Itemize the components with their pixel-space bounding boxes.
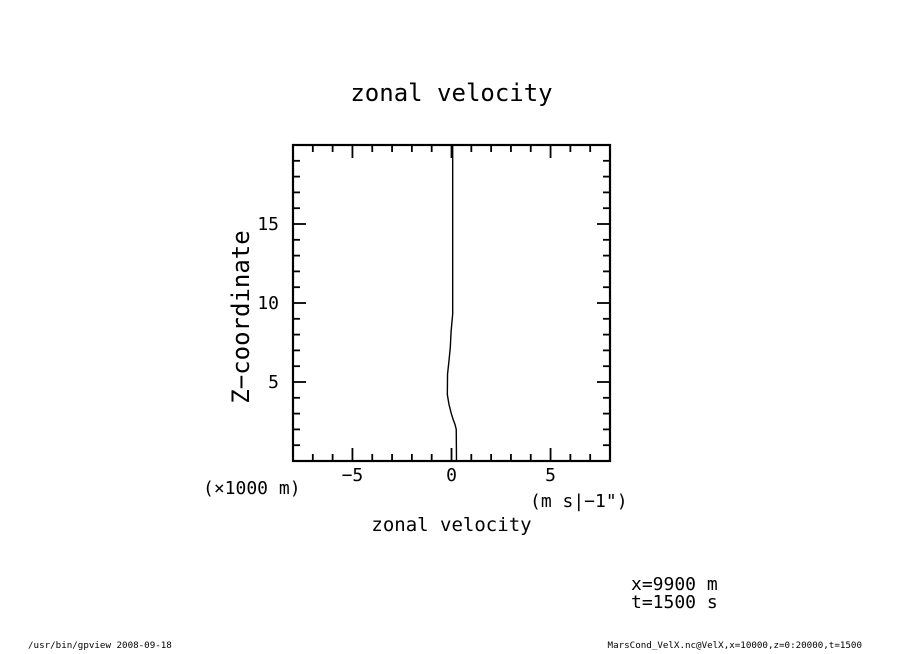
x-tick-label: −5 — [342, 465, 364, 486]
x-tick-label: 5 — [545, 465, 556, 486]
annotation-x-position: x=9900 m — [631, 574, 718, 595]
x-tick-label: 0 — [446, 465, 457, 486]
chart-title: zonal velocity — [350, 79, 553, 107]
y-tick-label: 5 — [268, 372, 279, 393]
y-tick-label: 10 — [257, 293, 279, 314]
x-axis-title: zonal velocity — [371, 514, 532, 536]
plot-frame — [291, 143, 612, 463]
footer-program-date: /usr/bin/gpview 2008-09-18 — [28, 640, 172, 651]
slice-annotations: x=9900 m t=1500 s — [631, 576, 718, 611]
annotation-time: t=1500 s — [631, 591, 718, 613]
data-series-line — [446, 145, 458, 461]
y-tick-label: 15 — [257, 214, 279, 235]
x-axis-units: (m s|−1") — [530, 491, 628, 512]
footer-data-source: MarsCond_VelX.nc@VelX,x=10000,z=0:20000,… — [607, 640, 862, 651]
y-axis-units: (×1000 m) — [203, 478, 301, 499]
